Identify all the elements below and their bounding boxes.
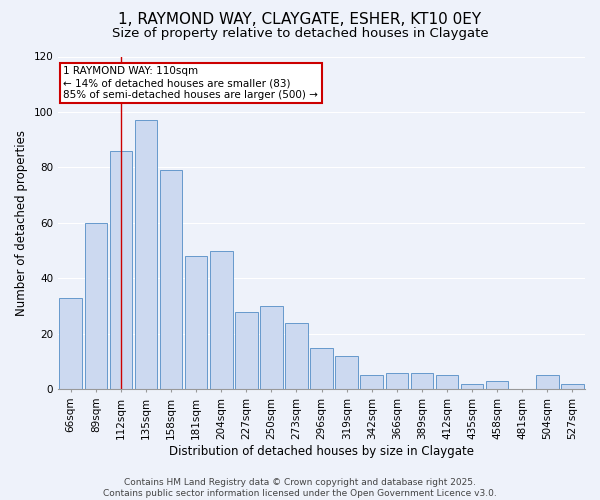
Bar [110,151,132,389]
Bar [310,348,333,389]
Y-axis label: Number of detached properties: Number of detached properties [15,130,28,316]
Text: 1 RAYMOND WAY: 110sqm
← 14% of detached houses are smaller (83)
85% of semi-deta: 1 RAYMOND WAY: 110sqm ← 14% of detached … [64,66,319,100]
Bar [134,120,157,389]
Bar [160,170,182,389]
Bar [335,356,358,389]
Bar [260,306,283,389]
Bar [486,381,508,389]
Text: Contains HM Land Registry data © Crown copyright and database right 2025.
Contai: Contains HM Land Registry data © Crown c… [103,478,497,498]
Bar [210,250,233,389]
Bar [59,298,82,389]
Bar [410,372,433,389]
Bar [461,384,484,389]
Bar [386,372,408,389]
Bar [536,376,559,389]
Bar [561,384,584,389]
Bar [235,312,257,389]
Text: 1, RAYMOND WAY, CLAYGATE, ESHER, KT10 0EY: 1, RAYMOND WAY, CLAYGATE, ESHER, KT10 0E… [118,12,482,28]
Bar [185,256,208,389]
Bar [85,223,107,389]
Bar [285,322,308,389]
Bar [436,376,458,389]
Bar [361,376,383,389]
X-axis label: Distribution of detached houses by size in Claygate: Distribution of detached houses by size … [169,444,474,458]
Text: Size of property relative to detached houses in Claygate: Size of property relative to detached ho… [112,28,488,40]
